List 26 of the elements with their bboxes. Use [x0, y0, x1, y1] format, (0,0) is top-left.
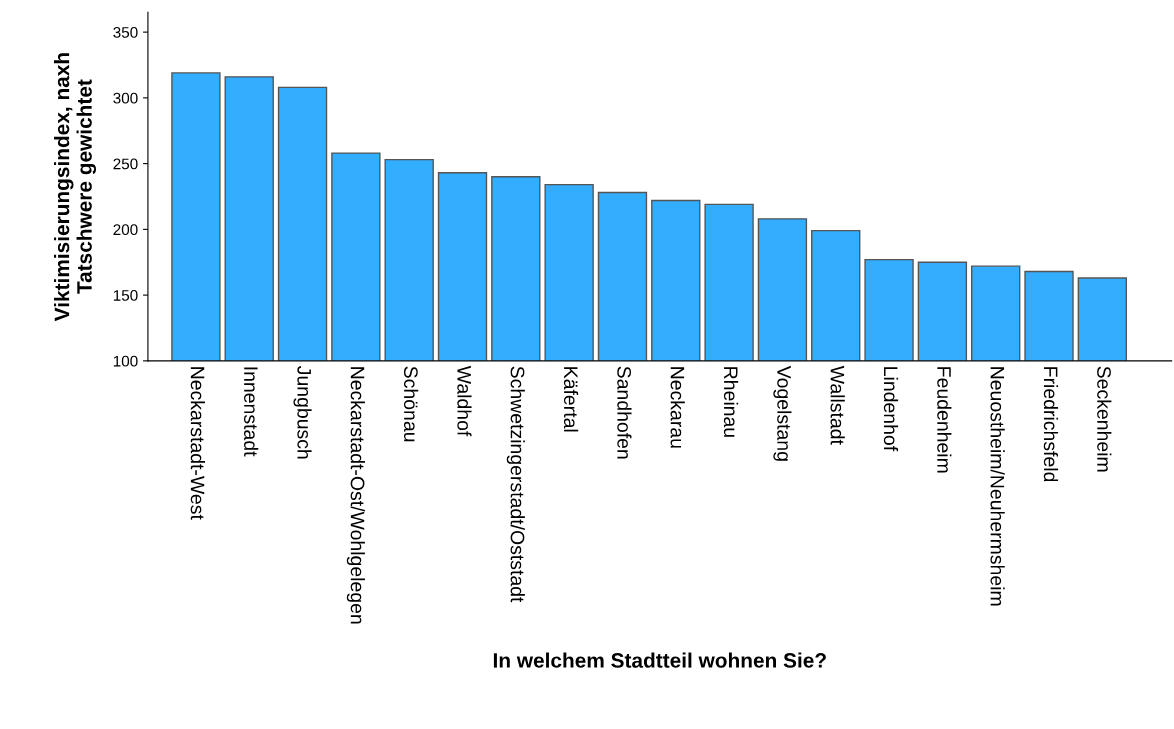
x-tick-label: Schönau	[403, 366, 419, 442]
x-tick-label: Neckarau	[670, 367, 685, 448]
x-tick-label: Friedrichsfeld	[1043, 367, 1059, 482]
x-tick-label: Rheinau	[723, 367, 739, 437]
x-tick-label: Käfertal	[563, 367, 579, 432]
y-tick-label: 150	[113, 289, 138, 301]
x-tick-label: Seckenheim	[1097, 366, 1112, 472]
x-tick-label: Sandhofen	[617, 366, 632, 459]
x-tick-label: Neckarstadt-West	[190, 367, 205, 520]
x-tick-label: Innenstadt	[244, 367, 259, 457]
y-tick-label: 300	[113, 92, 138, 104]
x-tick-label: Neuostheim/Neuhermsheim	[990, 367, 1005, 606]
x-tick-label: Waldhof	[457, 365, 472, 437]
x-tick-label: Neckarstadt-Ost/Wohlgelegen	[346, 367, 365, 624]
y-axis-title: Viktimisierungsindex, naxh Tatschwere gewichtet	[54, 53, 97, 322]
x-tick-label: Lindenhof	[883, 367, 899, 452]
x-tick-label: Wallstadt	[830, 365, 845, 445]
y-tick-label: 250	[113, 158, 138, 170]
y-tick-label: 200	[113, 224, 138, 236]
y-tick-label: 350	[113, 26, 138, 38]
x-tick-label: Feudenheim	[937, 367, 952, 473]
x-tick-label: Vogelstang	[773, 365, 792, 461]
x-tick-label: Schwetzingerstadt/Oststadt	[506, 366, 525, 603]
x-axis-title: In welchem Stadtteil wohnen Sie?	[493, 652, 826, 668]
x-tick-label: Jungbusch	[293, 366, 312, 459]
y-tick-label: 100	[113, 355, 138, 367]
